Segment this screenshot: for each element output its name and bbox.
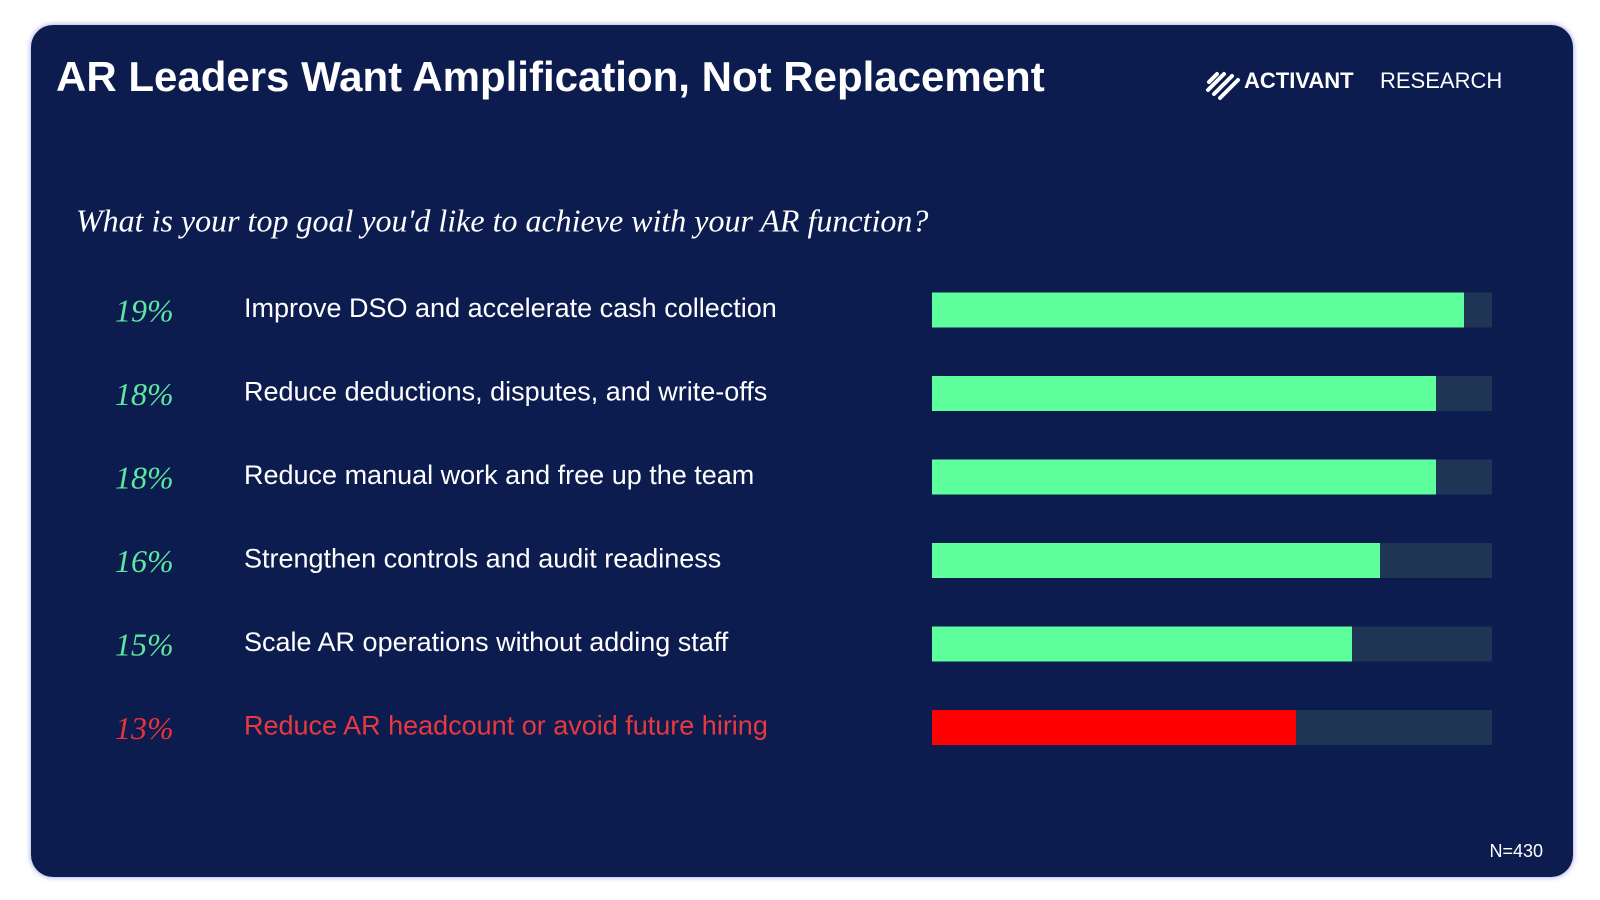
brand: ACTIVANT [1244, 68, 1354, 93]
bar [932, 459, 1436, 495]
bar [932, 710, 1296, 745]
value-label: 19% [115, 292, 174, 328]
value-label: 15% [115, 626, 174, 662]
card [31, 25, 1573, 877]
category-label: Strengthen controls and audit readiness [244, 544, 721, 574]
bar [932, 292, 1464, 328]
bar [932, 376, 1436, 411]
note: N=430 [1489, 841, 1543, 861]
category-label: Reduce manual work and free up the team [244, 460, 754, 490]
category-label: Improve DSO and accelerate cash collecti… [244, 293, 777, 323]
value-label: 18% [115, 376, 174, 412]
logo: ACTIVANT RESEARCH [1206, 68, 1502, 100]
bar [932, 626, 1352, 662]
category-label: Scale AR operations without adding staff [244, 627, 729, 657]
bar [932, 543, 1380, 578]
value-label: 13% [115, 710, 174, 746]
subtitle: What is your top goal you'd like to achi… [76, 202, 928, 238]
brand-suffix: RESEARCH [1380, 68, 1502, 93]
value-label: 16% [115, 543, 174, 579]
value-label: 18% [115, 459, 174, 495]
logo-icon [1206, 72, 1240, 100]
category-label: Reduce AR headcount or avoid future hiri… [244, 711, 768, 741]
category-label: Reduce deductions, disputes, and write-o… [244, 377, 767, 407]
chart-title: AR Leaders Want Amplification, Not Repla… [56, 53, 1045, 100]
